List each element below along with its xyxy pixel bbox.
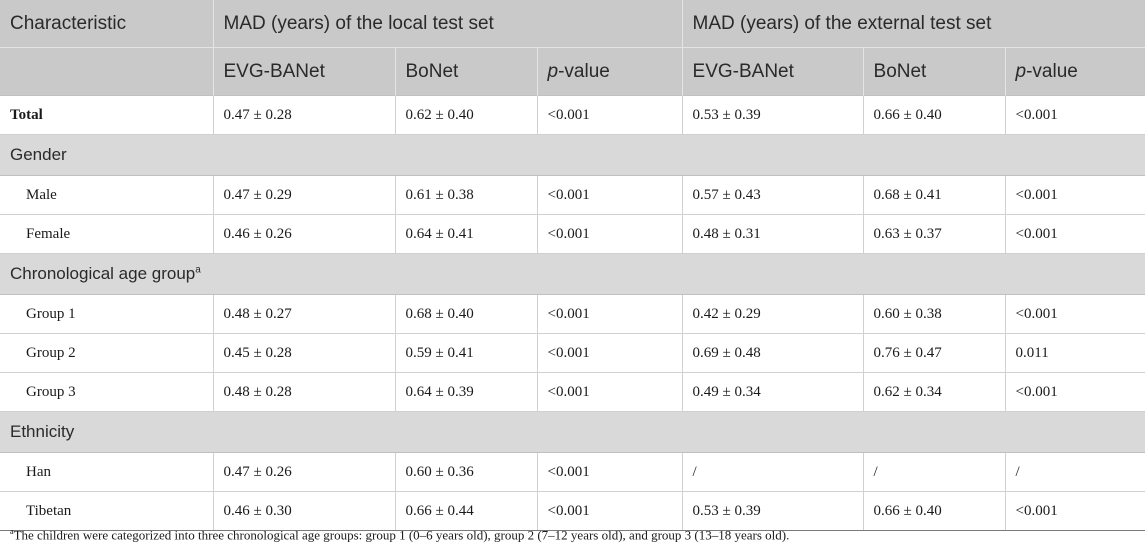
results-table: Characteristic MAD (years) of the local …: [0, 0, 1145, 531]
header-row-1: Characteristic MAD (years) of the local …: [0, 0, 1145, 48]
table-row-han: Han 0.47 ± 0.26 0.60 ± 0.36 <0.001 / / /: [0, 452, 1145, 492]
cell-value: <0.001: [1004, 214, 1145, 254]
cell-value: 0.47 ± 0.29: [212, 175, 395, 215]
cell-value: <0.001: [536, 175, 683, 215]
row-label: Tibetan: [0, 491, 213, 531]
header-local-p-value: p-value: [536, 47, 683, 96]
cell-value: 0.63 ± 0.37: [862, 214, 1006, 254]
section-label: Gender: [0, 134, 1145, 176]
cell-value: <0.001: [1004, 95, 1145, 135]
cell-value: 0.68 ± 0.41: [862, 175, 1006, 215]
table-row-female: Female 0.46 ± 0.26 0.64 ± 0.41 <0.001 0.…: [0, 214, 1145, 254]
cell-value: <0.001: [536, 491, 683, 531]
cell-value: 0.62 ± 0.34: [862, 372, 1006, 412]
header-row-2: EVG-BANet BoNet p-value EVG-BANet BoNet …: [0, 47, 1145, 96]
cell-value: 0.47 ± 0.28: [212, 95, 395, 135]
cell-value: /: [681, 452, 864, 492]
cell-value: /: [1004, 452, 1145, 492]
table-row-group-1: Group 1 0.48 ± 0.27 0.68 ± 0.40 <0.001 0…: [0, 294, 1145, 334]
table-row-total: Total 0.47 ± 0.28 0.62 ± 0.40 <0.001 0.5…: [0, 95, 1145, 135]
header-external-test-set: MAD (years) of the external test set: [681, 0, 1145, 48]
cell-value: 0.49 ± 0.34: [681, 372, 864, 412]
cell-value: <0.001: [536, 214, 683, 254]
cell-value: 0.66 ± 0.40: [862, 95, 1006, 135]
cell-value: 0.57 ± 0.43: [681, 175, 864, 215]
cell-value: 0.66 ± 0.40: [862, 491, 1006, 531]
cell-value: 0.68 ± 0.40: [394, 294, 537, 334]
cell-value: 0.53 ± 0.39: [681, 95, 864, 135]
header-local-test-set: MAD (years) of the local test set: [212, 0, 683, 48]
cell-value: <0.001: [536, 333, 683, 373]
cell-value: 0.42 ± 0.29: [681, 294, 864, 334]
section-row-age-group: Chronological age groupa: [0, 253, 1145, 295]
header-external-evg-banet: EVG-BANet: [681, 47, 864, 96]
cell-value: 0.48 ± 0.31: [681, 214, 864, 254]
cell-value: <0.001: [1004, 491, 1145, 531]
footnote-marker: a: [195, 264, 201, 276]
section-label: Chronological age groupa: [0, 253, 1145, 295]
table-row-male: Male 0.47 ± 0.29 0.61 ± 0.38 <0.001 0.57…: [0, 175, 1145, 215]
cell-value: <0.001: [1004, 175, 1145, 215]
cell-value: /: [862, 452, 1006, 492]
cell-value: 0.46 ± 0.30: [212, 491, 395, 531]
cell-value: 0.69 ± 0.48: [681, 333, 864, 373]
cell-value: <0.001: [1004, 294, 1145, 334]
cell-value: 0.46 ± 0.26: [212, 214, 395, 254]
section-label: Ethnicity: [0, 411, 1145, 453]
table-footnote: aThe children were categorized into thre…: [10, 527, 789, 543]
row-label: Male: [0, 175, 213, 215]
cell-value: 0.60 ± 0.36: [394, 452, 537, 492]
cell-value: 0.64 ± 0.39: [394, 372, 537, 412]
header-characteristic: Characteristic: [0, 0, 213, 48]
row-label: Han: [0, 452, 213, 492]
cell-value: 0.47 ± 0.26: [212, 452, 395, 492]
cell-value: 0.66 ± 0.44: [394, 491, 537, 531]
cell-value: 0.61 ± 0.38: [394, 175, 537, 215]
cell-value: <0.001: [536, 95, 683, 135]
header-local-evg-banet: EVG-BANet: [212, 47, 395, 96]
header-local-bonet: BoNet: [394, 47, 537, 96]
row-label: Group 1: [0, 294, 213, 334]
row-label: Total: [0, 95, 213, 135]
cell-value: 0.011: [1004, 333, 1145, 373]
cell-value: <0.001: [536, 294, 683, 334]
row-label: Female: [0, 214, 213, 254]
cell-value: 0.45 ± 0.28: [212, 333, 395, 373]
cell-value: 0.53 ± 0.39: [681, 491, 864, 531]
header-empty: [0, 47, 213, 96]
cell-value: 0.62 ± 0.40: [394, 95, 537, 135]
row-label: Group 2: [0, 333, 213, 373]
footnote-marker: a: [10, 527, 14, 536]
cell-value: 0.60 ± 0.38: [862, 294, 1006, 334]
cell-value: <0.001: [1004, 372, 1145, 412]
table-row-tibetan: Tibetan 0.46 ± 0.30 0.66 ± 0.44 <0.001 0…: [0, 491, 1145, 531]
cell-value: 0.48 ± 0.27: [212, 294, 395, 334]
footnote-text: The children were categorized into three…: [13, 527, 790, 543]
table-row-group-2: Group 2 0.45 ± 0.28 0.59 ± 0.41 <0.001 0…: [0, 333, 1145, 373]
header-external-bonet: BoNet: [862, 47, 1006, 96]
section-row-gender: Gender: [0, 134, 1145, 176]
row-label: Group 3: [0, 372, 213, 412]
header-external-p-value: p-value: [1004, 47, 1145, 96]
cell-value: <0.001: [536, 452, 683, 492]
cell-value: 0.59 ± 0.41: [394, 333, 537, 373]
cell-value: <0.001: [536, 372, 683, 412]
cell-value: 0.48 ± 0.28: [212, 372, 395, 412]
cell-value: 0.76 ± 0.47: [862, 333, 1006, 373]
table-row-group-3: Group 3 0.48 ± 0.28 0.64 ± 0.39 <0.001 0…: [0, 372, 1145, 412]
section-row-ethnicity: Ethnicity: [0, 411, 1145, 453]
cell-value: 0.64 ± 0.41: [394, 214, 537, 254]
